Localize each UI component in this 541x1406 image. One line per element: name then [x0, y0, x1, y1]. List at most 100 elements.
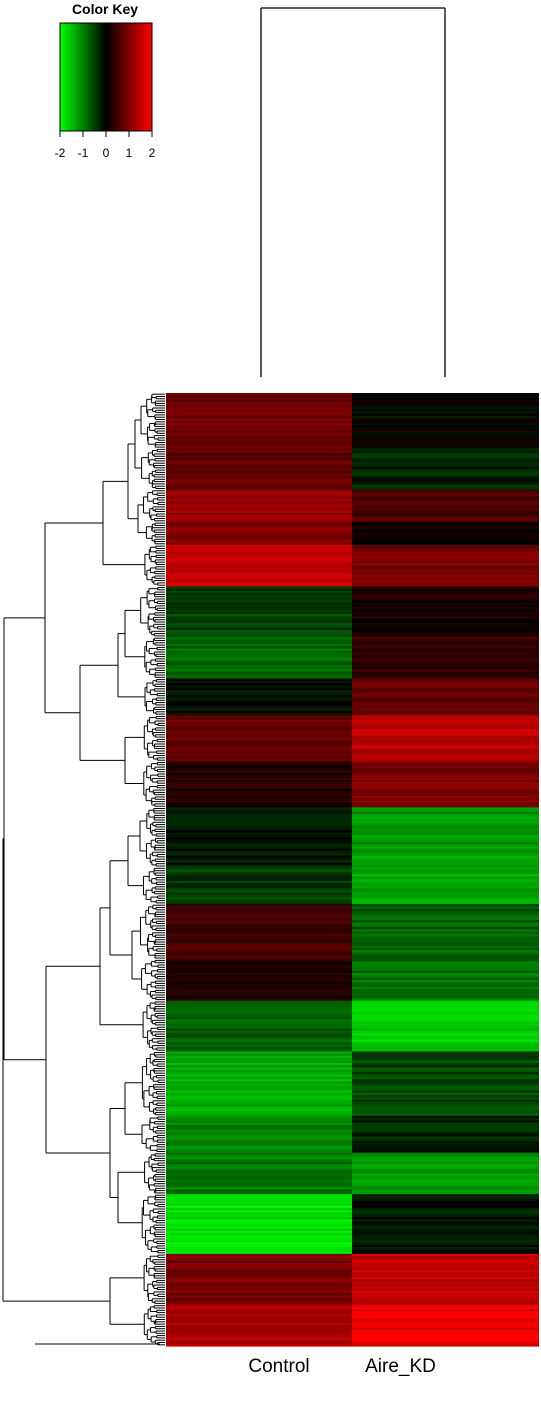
heatmap-cell-aire-kd: [352, 1334, 539, 1338]
heatmap-cell-aire-kd: [352, 574, 539, 578]
heatmap-cell-control: [166, 993, 352, 997]
heatmap-cell-control: [166, 515, 352, 518]
heatmap-cell-aire-kd: [352, 832, 539, 836]
heatmap-cell-aire-kd: [352, 632, 539, 636]
heatmap-cell-aire-kd: [352, 986, 539, 990]
heatmap-cell-aire-kd: [352, 1265, 539, 1269]
heatmap-cell-control: [166, 724, 352, 728]
heatmap-cell-control: [166, 894, 352, 898]
heatmap-cell-control: [166, 450, 352, 454]
heatmap-cell-aire-kd: [352, 940, 539, 944]
heatmap-cell-aire-kd: [352, 637, 539, 640]
heatmap-cell-control: [166, 1104, 352, 1108]
heatmap-cell-aire-kd: [352, 841, 539, 845]
heatmap-cell-aire-kd: [352, 1067, 539, 1071]
column-label-control: Control: [248, 1356, 309, 1377]
heatmap-cell-aire-kd: [352, 413, 539, 417]
heatmap-cell-aire-kd: [352, 1039, 539, 1043]
heatmap-cell-aire-kd: [352, 1014, 539, 1018]
heatmap-cell-aire-kd: [352, 1184, 539, 1188]
heatmap-cell-aire-kd: [352, 1281, 539, 1285]
heatmap-cell-control: [166, 542, 352, 546]
heatmap-cell-control: [166, 749, 352, 753]
heatmap-cell-control: [166, 473, 352, 477]
heatmap-cell-aire-kd: [352, 528, 539, 532]
heatmap-cell-control: [166, 607, 352, 610]
heatmap-cell-control: [166, 418, 352, 422]
heatmap-cell-control: [166, 556, 352, 560]
heatmap-cell-aire-kd: [352, 1060, 539, 1064]
heatmap-cell-aire-kd: [352, 1283, 539, 1287]
heatmap-cell-aire-kd: [352, 961, 539, 965]
heatmap-cell-control: [166, 1221, 352, 1225]
heatmap-cell-control: [166, 1343, 352, 1347]
heatmap-cell-control: [166, 733, 352, 737]
heatmap-cell-aire-kd: [352, 991, 539, 995]
heatmap-cell-control: [166, 802, 352, 806]
heatmap-cell-aire-kd: [352, 1065, 539, 1069]
heatmap-cell-control: [166, 630, 352, 633]
heatmap-cell-control: [166, 1336, 352, 1340]
heatmap-cell-control: [166, 1000, 352, 1004]
heatmap-cell-control: [166, 581, 352, 585]
heatmap-cell-aire-kd: [352, 848, 539, 852]
heatmap-cell-control: [166, 639, 352, 643]
heatmap-cell-control: [166, 954, 352, 958]
heatmap-cell-control: [166, 800, 352, 804]
heatmap-cell-control: [166, 712, 352, 716]
heatmap-cell-aire-kd: [352, 1235, 539, 1239]
heatmap-cell-aire-kd: [352, 1076, 539, 1080]
heatmap-cell-aire-kd: [352, 496, 539, 500]
heatmap-cell-control: [166, 738, 352, 742]
heatmap-cell-control: [166, 671, 352, 675]
heatmap-cell-aire-kd: [352, 1136, 539, 1140]
heatmap-cell-control: [166, 1279, 352, 1283]
heatmap-cell-control: [166, 673, 352, 677]
heatmap-cell-control: [166, 1129, 352, 1133]
heatmap-cell-aire-kd: [352, 1026, 539, 1029]
heatmap-cell-control: [166, 782, 352, 785]
heatmap-cell-control: [166, 1267, 352, 1271]
heatmap-cell-control: [166, 1272, 352, 1276]
heatmap-cell-aire-kd: [352, 1274, 539, 1278]
heatmap-cell-aire-kd: [352, 597, 539, 601]
column-labels: Control Aire_KD: [248, 1356, 436, 1377]
heatmap-cell-control: [166, 676, 352, 680]
heatmap-cell-control: [166, 468, 352, 472]
heatmap-cell-control: [166, 1253, 352, 1257]
heatmap-cell-aire-kd: [352, 729, 539, 732]
heatmap-cell-control: [166, 570, 352, 574]
heatmap-cell-control: [166, 814, 352, 818]
heatmap-cell-control: [166, 510, 352, 514]
heatmap-cell-control: [166, 554, 352, 558]
heatmap-cell-aire-kd: [352, 409, 539, 413]
heatmap-cell-control: [166, 851, 352, 854]
heatmap-cell-aire-kd: [352, 692, 539, 696]
heatmap-cell-aire-kd: [352, 455, 539, 459]
heatmap-cell-control: [166, 841, 352, 845]
heatmap-cell-aire-kd: [352, 521, 539, 525]
heatmap-cell-aire-kd: [352, 1078, 539, 1082]
heatmap-cell-control: [166, 482, 352, 486]
heatmap-cell-control: [166, 1258, 352, 1262]
heatmap-cell-control: [166, 1196, 352, 1200]
heatmap-cell-control: [166, 657, 352, 661]
heatmap-cell-aire-kd: [352, 1099, 539, 1103]
heatmap-cell-control: [166, 535, 352, 539]
heatmap-cell-aire-kd: [352, 869, 539, 873]
heatmap-cell-control: [166, 547, 352, 551]
heatmap-cell-aire-kd: [352, 436, 539, 440]
heatmap-cell-aire-kd: [352, 1150, 539, 1154]
heatmap-cell-aire-kd: [352, 535, 539, 539]
heatmap-cell-control: [166, 811, 352, 815]
heatmap-cell-aire-kd: [352, 973, 539, 976]
heatmap-cell-aire-kd: [352, 627, 539, 631]
heatmap-cell-aire-kd: [352, 434, 539, 438]
heatmap-cell-aire-kd: [352, 485, 539, 488]
heatmap-cell-aire-kd: [352, 676, 539, 680]
heatmap-cell-aire-kd: [352, 1141, 539, 1145]
heatmap-cell-aire-kd: [352, 881, 539, 884]
heatmap-cell-aire-kd: [352, 1270, 539, 1273]
heatmap-cell-aire-kd: [352, 655, 539, 659]
heatmap-cell-aire-kd: [352, 1085, 539, 1089]
